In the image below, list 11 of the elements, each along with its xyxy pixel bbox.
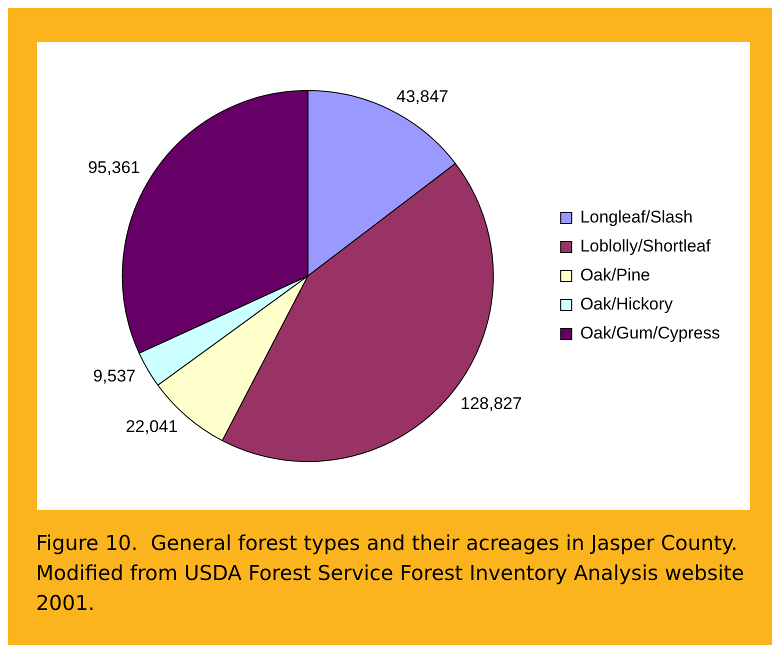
legend-label: Oak/Gum/Cypress	[580, 324, 720, 343]
data-label: 9,537	[93, 366, 136, 386]
data-label: 95,361	[88, 158, 140, 177]
legend-label: Loblolly/Shortleaf	[580, 236, 711, 256]
data-label: 22,041	[126, 416, 178, 436]
caption: Figure 10. General forest types and their acreages in Jasper County. Modified from USDA Forest Service Forest Inventory Analysis website 2001.	[36, 531, 746, 615]
legend-label: Longleaf/Slash	[580, 208, 693, 227]
legend-label: Oak/Pine	[580, 266, 650, 285]
data-label: 128,827	[460, 394, 522, 414]
legend-label: Oak/Hickory	[580, 294, 674, 314]
data-label: 43,847	[396, 86, 448, 106]
